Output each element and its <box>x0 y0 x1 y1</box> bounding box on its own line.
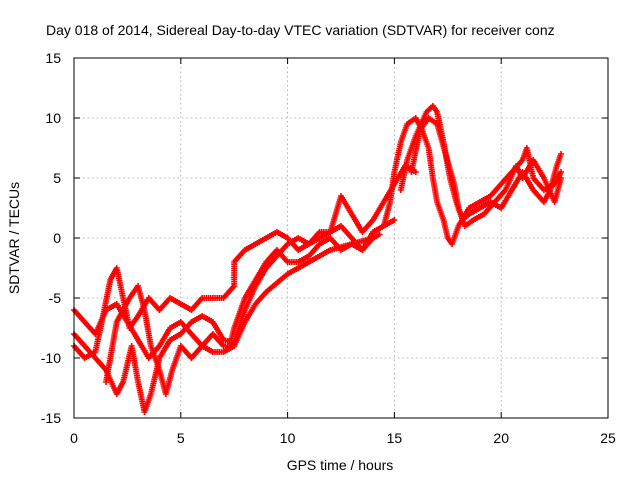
x-tick-label: 15 <box>387 430 403 446</box>
y-tick-label: -10 <box>41 350 61 366</box>
y-tick-label: 15 <box>45 50 61 66</box>
x-tick-label: 0 <box>70 430 78 446</box>
x-axis-label: GPS time / hours <box>287 457 394 473</box>
y-tick-label: 0 <box>53 230 61 246</box>
x-tick-labels: 0 5 10 15 20 25 <box>70 430 616 446</box>
data-point <box>376 231 383 238</box>
y-tick-label: -5 <box>49 290 62 306</box>
y-tick-label: 5 <box>53 170 61 186</box>
grid-lines <box>74 58 608 418</box>
chart-title: Day 018 of 2014, Sidereal Day-to-day VTE… <box>46 22 555 38</box>
x-tick-label: 25 <box>600 430 616 446</box>
data-point <box>558 175 565 181</box>
y-tick-label: -15 <box>41 410 61 426</box>
data-point <box>391 217 398 223</box>
y-axis-label: SDTVAR / TECUs <box>6 182 22 294</box>
plot-frame <box>73 57 609 419</box>
data-point <box>558 151 565 157</box>
x-tick-label: 5 <box>177 430 185 446</box>
y-tick-label: 10 <box>45 110 61 126</box>
x-tick-label: 10 <box>280 430 296 446</box>
x-tick-label: 20 <box>493 430 509 446</box>
y-tick-labels: -15 -10 -5 0 5 10 15 <box>41 50 61 426</box>
data-point <box>558 169 565 175</box>
data-points <box>71 103 565 415</box>
data-point <box>370 235 377 241</box>
